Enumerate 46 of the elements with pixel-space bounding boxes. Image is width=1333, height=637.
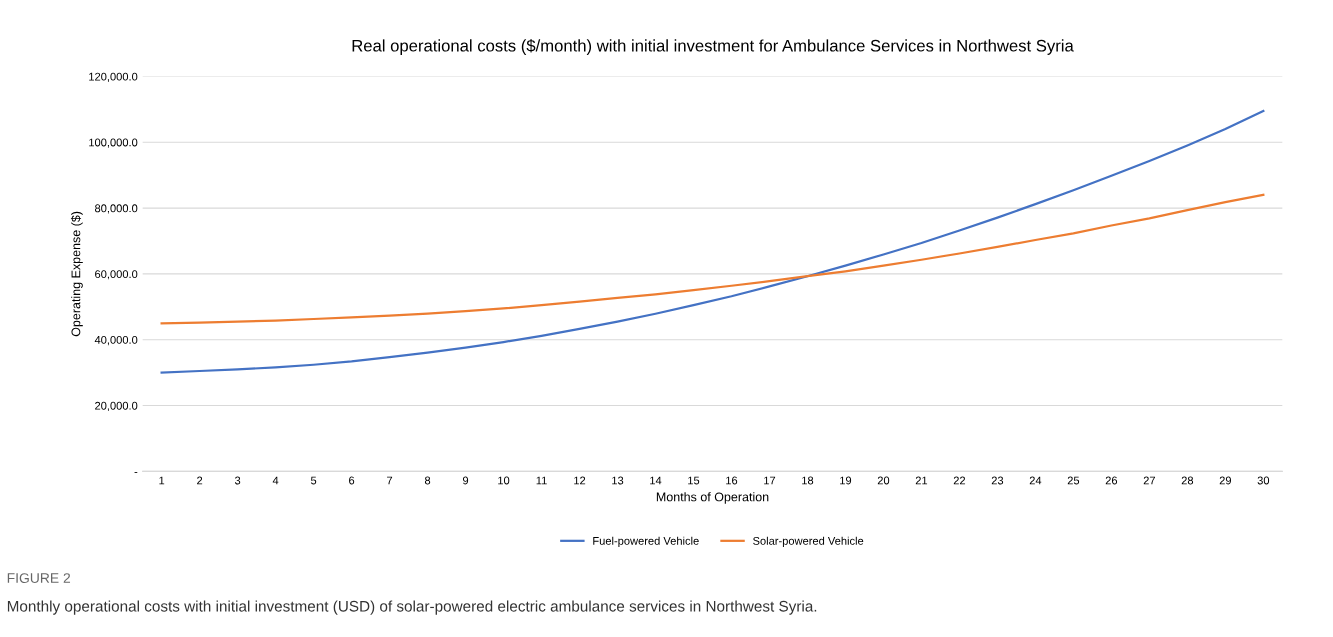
y-tick-label: - [134,472,138,473]
x-tick-label: 10 [498,476,510,485]
x-tick-label: 2 [197,476,203,485]
y-tick-label: 100,000.0 [89,138,138,148]
x-tick-label: 3 [234,476,241,485]
chart-title: Real operational costs ($/month) with initial investment for Ambulance Services in Northwest Syria [352,39,1074,55]
x-tick-label: 18 [802,476,814,485]
x-tick-label: 12 [574,476,586,485]
x-tick-label: 21 [915,476,928,485]
text: Monthly operational costs with initial investment (USD) of solar-powered electric ambulance services in Northwest Syria. [7,600,817,615]
y-tick-label: 60,000.0 [95,270,138,280]
y-tick-label: 20,000.0 [95,401,138,411]
x-tick-label: 4 [272,476,279,485]
caption: FIGURE 2 [7,573,71,583]
x-tick-label: 26 [1105,476,1118,485]
x-tick-label: 27 [1143,476,1155,485]
x-tick-label: 9 [462,476,469,485]
x-tick-label: 19 [840,476,852,485]
y-tick-label: 80,000.0 [95,204,138,214]
x-tick-label: 28 [1181,476,1194,485]
line-series [160,193,1265,325]
x-tick-label: 29 [1219,476,1232,485]
x-tick-label: 15 [688,476,700,485]
x-tick-label: 20 [877,476,890,485]
x-tick-label: 17 [764,476,776,485]
x-tick-label: 25 [1067,476,1080,485]
x-axis-title: Months of Operation [656,492,769,504]
x-tick-label: 8 [424,476,431,485]
y-tick-label: 120,000.0 [89,72,138,82]
legend-label: Solar-powered Vehicle [753,536,864,548]
x-tick-label: 5 [310,476,317,485]
x-tick-label: 11 [536,476,547,485]
x-tick-label: 13 [612,476,624,485]
x-tick-label: 6 [349,476,355,485]
x-tick-label: 30 [1257,476,1270,485]
y-tick-label: 40,000.0 [94,336,138,346]
x-tick-label: 24 [1029,476,1042,485]
x-tick-label: 14 [650,476,662,485]
x-tick-label: 22 [953,476,966,485]
x-tick-label: 16 [726,476,738,485]
y-axis-title: Operating Expense ($) [70,211,83,337]
legend-label: Fuel-powered Vehicle [593,536,699,548]
line-series [160,109,1265,374]
x-tick-label: 7 [387,476,393,485]
x-tick-label: 23 [991,476,1004,485]
x-tick-label: 1 [159,476,165,485]
